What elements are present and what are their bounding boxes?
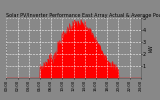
Text: Solar PV/Inverter Performance East Array Actual & Average Power Output: Solar PV/Inverter Performance East Array… xyxy=(6,13,160,18)
Y-axis label: kW: kW xyxy=(149,44,154,52)
